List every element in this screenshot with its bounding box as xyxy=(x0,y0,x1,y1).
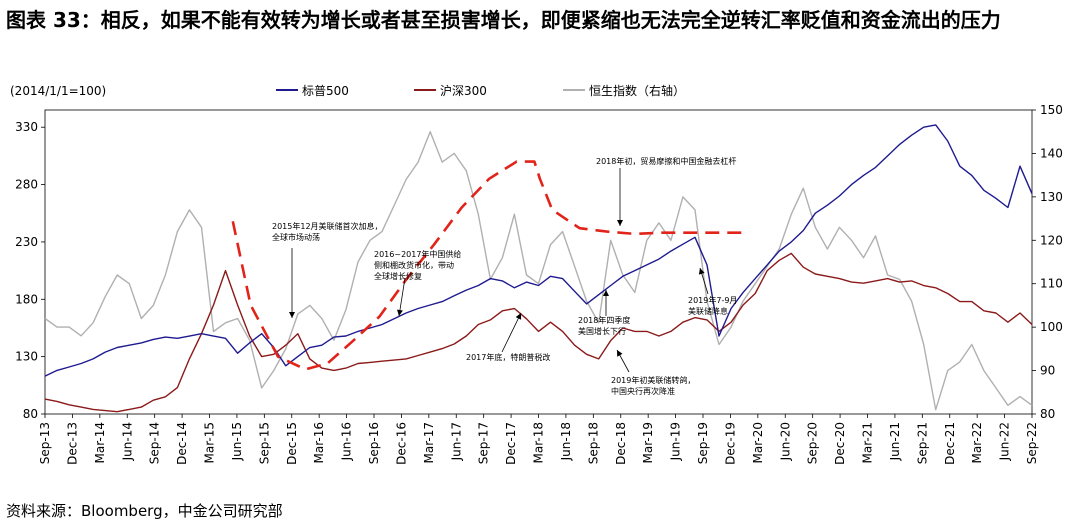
y-left-tick-label: 280 xyxy=(15,178,38,192)
x-tick-label: Sep-15 xyxy=(257,422,271,464)
annotation-text: 2018年初，贸易摩擦和中国金融去杠杆 xyxy=(596,156,736,166)
y-right-tick-label: 150 xyxy=(1040,103,1063,117)
x-tick-label: Sep-19 xyxy=(696,422,710,464)
base-note: (2014/1/1=100) xyxy=(10,84,106,98)
x-tick-label: Dec-19 xyxy=(723,422,737,465)
x-tick-label: Dec-18 xyxy=(614,422,628,465)
x-tick-label: Sep-14 xyxy=(148,422,162,464)
x-tick-label: Jun-22 xyxy=(998,422,1012,461)
chart-canvas: 80 130 180 230 280 330 80 90 100 110 120 130 140 150 S… xyxy=(10,83,1063,465)
y-right-tick-label: 130 xyxy=(1040,190,1063,204)
annotation-text: 中国央行再次降准 xyxy=(611,386,675,396)
x-tick-label: Dec-21 xyxy=(943,422,957,465)
annotation-text: 美联储降息 xyxy=(688,306,728,316)
series-line-1 xyxy=(44,252,1033,413)
x-tick-label: Jun-21 xyxy=(888,422,902,461)
annotation-arrowhead xyxy=(617,350,623,357)
annotation-text: 2019年初美联储转鸽， xyxy=(611,375,695,385)
annotation-arrowhead xyxy=(515,313,522,320)
x-tick-label: Mar-17 xyxy=(422,422,436,463)
x-tick-label: Jun-20 xyxy=(778,422,792,461)
x-tick-label: Mar-19 xyxy=(641,422,655,463)
x-tick-label: Mar-16 xyxy=(312,422,326,463)
annotation-text: 侧和棚改货币化，带动 xyxy=(374,260,454,270)
annotation-text: 全球增长修复 xyxy=(374,271,422,281)
x-tick-label: Jun-16 xyxy=(340,422,354,461)
chart-title: 图表 33：相反，如果不能有效转为增长或者甚至损害增长，即便紧缩也无法完全逆转汇… xyxy=(6,8,1001,32)
x-tick-label: Mar-18 xyxy=(532,422,546,463)
x-tick-label: Sep-16 xyxy=(367,422,381,464)
x-tick-label: Sep-21 xyxy=(915,422,929,464)
guide-dashed-line xyxy=(231,160,745,371)
annotation-text: 全球市场动荡 xyxy=(272,232,320,242)
x-tick-label: Jun-18 xyxy=(559,422,573,461)
annotation-text: 2017年底，特朗普税改 xyxy=(466,352,550,362)
series-layer xyxy=(44,124,1033,413)
x-tick-label: Dec-13 xyxy=(65,422,79,465)
x-tick-label: Jun-14 xyxy=(120,422,134,461)
annotation-text: 美国增长下行 xyxy=(578,326,626,336)
annotation-text: 2018年四季度 xyxy=(578,315,630,325)
x-tick-label: Mar-21 xyxy=(861,422,875,463)
annotation-text: 2019年7-9月 xyxy=(688,295,737,305)
y-left-tick-label: 330 xyxy=(15,120,38,134)
y-right-tick-label: 80 xyxy=(1040,407,1055,421)
x-tick-label: Sep-20 xyxy=(806,422,820,464)
y-right-tick-label: 120 xyxy=(1040,233,1063,247)
x-tick-label: Dec-17 xyxy=(504,422,518,465)
y-left-tick-label: 180 xyxy=(15,292,38,306)
y-left-tick-label: 80 xyxy=(23,407,38,421)
annotation-arrowhead xyxy=(698,268,705,275)
series-line-0 xyxy=(44,124,1033,377)
series-line-2 xyxy=(44,130,1033,411)
x-tick-label: Jun-15 xyxy=(230,422,244,461)
source-note: 资料来源：Bloomberg，中金公司研究部 xyxy=(6,502,283,520)
y-right-tick-label: 90 xyxy=(1040,364,1055,378)
axes-layer: 80 130 180 230 280 330 80 90 100 110 120 130 140 150 S… xyxy=(15,103,1063,465)
x-tick-label: Mar-20 xyxy=(751,422,765,463)
y-right-tick-label: 100 xyxy=(1040,320,1063,334)
x-tick-label: Dec-15 xyxy=(285,422,299,465)
annotations-layer: 2015年12月美联储首次加息，全球市场动荡 2016~2017年中国供给侧和棚改… xyxy=(272,156,737,396)
x-tick-label: Dec-14 xyxy=(175,422,189,465)
y-right-tick-label: 110 xyxy=(1040,277,1063,291)
legend-label-2: 恒生指数（右轴） xyxy=(589,83,685,98)
y-right-tick-label: 140 xyxy=(1040,146,1063,160)
x-tick-label: Dec-20 xyxy=(833,422,847,465)
annotation-arrowhead xyxy=(289,312,295,318)
annotation-arrowhead xyxy=(603,290,609,296)
x-tick-label: Mar-15 xyxy=(203,422,217,463)
y-left-tick-label: 230 xyxy=(15,235,38,249)
x-tick-label: Dec-16 xyxy=(394,422,408,465)
annotation-arrow xyxy=(398,277,406,317)
annotation-text: 2015年12月美联储首次加息， xyxy=(272,221,383,231)
x-tick-label: Mar-14 xyxy=(93,422,107,463)
legend-label-0: 标普500 xyxy=(302,84,349,98)
x-tick-label: Sep-13 xyxy=(38,422,52,464)
annotation-arrowhead xyxy=(397,309,403,316)
x-tick-label: Sep-22 xyxy=(1025,422,1039,464)
annotation-text: 2016~2017年中国供给 xyxy=(374,249,461,259)
x-tick-label: Jun-17 xyxy=(449,422,463,461)
legend: (2014/1/1=100) 标普500 沪深300 恒生指数（右轴） xyxy=(10,83,685,98)
legend-label-1: 沪深300 xyxy=(440,84,487,98)
x-tick-label: Jun-19 xyxy=(669,422,683,461)
y-left-tick-label: 130 xyxy=(15,350,38,364)
x-tick-label: Sep-17 xyxy=(477,422,491,464)
annotation-arrowhead xyxy=(617,220,623,226)
annotation-arrow xyxy=(501,312,522,353)
x-tick-label: Sep-18 xyxy=(586,422,600,464)
x-tick-label: Mar-22 xyxy=(970,422,984,463)
